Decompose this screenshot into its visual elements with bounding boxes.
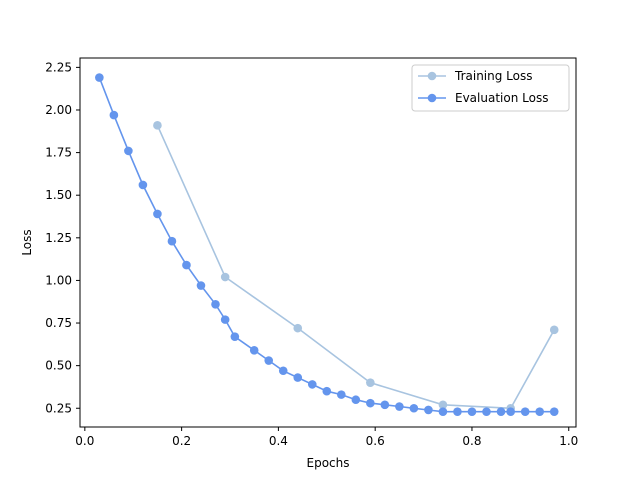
- evaluation-loss-point: [337, 390, 346, 399]
- evaluation-loss-point: [230, 332, 240, 341]
- evaluation-loss-point: [535, 407, 545, 416]
- evaluation-loss-point: [549, 407, 559, 416]
- x-axis-label: Epochs: [307, 456, 350, 470]
- evaluation-loss-point: [496, 407, 506, 416]
- evaluation-loss-point: [153, 209, 162, 219]
- training-loss-point: [438, 400, 448, 410]
- y-tick-label: 1.25: [45, 231, 72, 245]
- y-tick-label: 1.75: [45, 146, 72, 160]
- evaluation-loss-point: [293, 373, 303, 382]
- training-loss-point: [220, 272, 230, 282]
- evaluation-loss-point: [109, 110, 119, 120]
- plot-area-frame: [79, 57, 577, 428]
- training-loss-point: [293, 323, 303, 333]
- evaluation-loss-point: [366, 398, 375, 408]
- legend: Training Loss Evaluation Loss: [411, 64, 570, 112]
- training-loss-point: [549, 325, 559, 335]
- evaluation-loss-point: [351, 395, 361, 405]
- x-tick-label: 0.6: [366, 434, 385, 448]
- y-axis-label: Loss: [20, 229, 34, 255]
- evaluation-loss-point: [424, 405, 433, 415]
- training-loss-line: [156, 124, 555, 410]
- x-tick-label: 0.0: [75, 434, 94, 448]
- y-tick-label: 2.00: [45, 103, 72, 117]
- x-tick-label: 1.0: [559, 434, 578, 448]
- evaluation-loss-point: [482, 407, 491, 416]
- evaluation-loss-point: [322, 386, 332, 396]
- evaluation-loss-point: [124, 146, 133, 156]
- axes-layer: 0.0 0.2 0.4 0.6 0.8 1.0 0.25 0.50 0.75 1.00 1.25 1.…: [45, 60, 578, 448]
- y-tick-label: 1.50: [45, 188, 72, 202]
- training-loss-point: [153, 121, 162, 130]
- legend-box: [411, 64, 570, 112]
- x-tick-label: 0.8: [462, 434, 481, 448]
- evaluation-loss-point: [264, 356, 274, 365]
- x-tick-label: 0.2: [172, 434, 191, 448]
- evaluation-loss-point: [467, 407, 477, 416]
- plot-data-layer: [95, 73, 559, 416]
- legend-label-evaluation-loss: Evaluation Loss: [455, 91, 548, 105]
- evaluation-loss-point: [307, 380, 317, 389]
- legend-swatch-marker-evaluation-loss: [427, 93, 437, 103]
- evaluation-loss-point: [182, 260, 191, 270]
- evaluation-loss-point: [380, 400, 390, 410]
- legend-label-training-loss: Training Loss: [454, 69, 532, 83]
- evaluation-loss-point: [196, 281, 206, 290]
- evaluation-loss-point: [95, 73, 104, 82]
- y-tick-label: 0.50: [45, 359, 72, 373]
- y-tick-label: 2.25: [45, 60, 72, 74]
- evaluation-loss-point: [249, 346, 259, 355]
- evaluation-loss-point: [220, 315, 230, 324]
- x-tick-label: 0.4: [269, 434, 288, 448]
- evaluation-loss-point: [167, 236, 177, 246]
- legend-swatch-marker-training-loss: [427, 71, 437, 81]
- evaluation-loss-point: [506, 407, 515, 416]
- evaluation-loss-line: [98, 77, 555, 413]
- evaluation-loss-point: [520, 407, 530, 416]
- evaluation-loss-point: [211, 299, 220, 309]
- evaluation-loss-point: [395, 402, 404, 411]
- training-loss-point: [366, 378, 375, 387]
- evaluation-loss-point: [278, 366, 288, 376]
- evaluation-loss-point: [453, 407, 462, 416]
- y-tick-label: 0.25: [45, 401, 72, 415]
- evaluation-loss-point: [409, 403, 419, 413]
- y-tick-label: 0.75: [45, 316, 72, 330]
- y-tick-label: 1.00: [45, 273, 72, 287]
- evaluation-loss-point: [138, 180, 148, 190]
- evaluation-loss-point: [438, 407, 448, 416]
